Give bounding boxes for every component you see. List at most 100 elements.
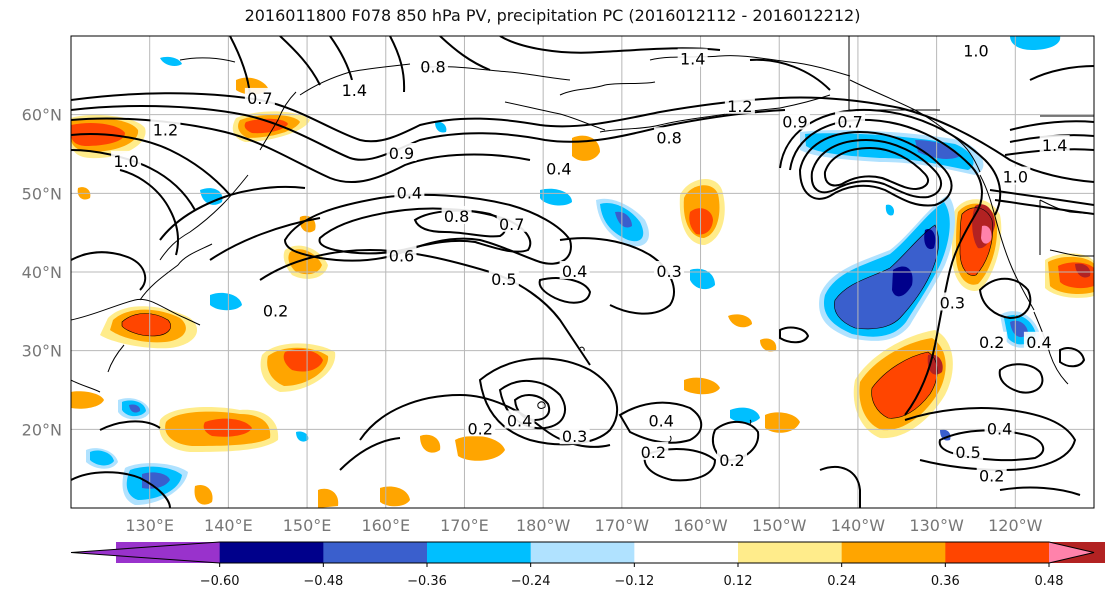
contour-label: 0.7 [499, 215, 524, 234]
colorbar-tick-label: 0.36 [931, 574, 960, 589]
longitude-tick-label: 160°W [673, 516, 728, 535]
contour-label: 1.4 [1042, 136, 1067, 155]
colorbar-segment [427, 542, 532, 563]
contour-label-bg [150, 119, 181, 138]
contour-label-bg [976, 331, 1007, 350]
latitude-tick-label: 40°N [22, 263, 62, 282]
contour-label: 0.2 [467, 419, 492, 438]
colorbar-tick-label: 0.12 [724, 574, 753, 589]
colorbar-segment [530, 542, 635, 563]
contour-label: 0.9 [389, 144, 414, 163]
contour-label-bg [488, 268, 519, 287]
contour-label: 0.4 [562, 262, 587, 281]
contour-label-bg [559, 426, 590, 445]
longitude-tick-label: 170°W [595, 516, 650, 535]
contour-label-bg [1000, 166, 1031, 185]
longitude-tick-label: 180°W [516, 516, 571, 535]
contour-label: 0.8 [420, 57, 445, 76]
contour-label: 0.9 [782, 113, 807, 132]
contour-label: 0.4 [987, 419, 1012, 438]
colorbar [70, 541, 1105, 564]
contour-label: 1.4 [342, 81, 367, 100]
positive-anomaly-patches [71, 77, 1094, 508]
colorbar-segment [634, 542, 739, 563]
colorbar-tick-label: −0.60 [200, 574, 240, 589]
colorbar-segment [323, 542, 428, 563]
precipitation-outlines [121, 207, 993, 419]
contour-label-bg [339, 80, 370, 99]
longitude-tick-label: 150°E [283, 516, 332, 535]
contour-label-bg [638, 441, 669, 460]
contour-label: 1.2 [153, 120, 178, 139]
contour-label-bg [441, 205, 472, 224]
contour-label-bg [111, 150, 142, 169]
latitude-tick-label: 60°N [22, 106, 62, 125]
contour-label-bg [654, 127, 685, 146]
contour-label: 0.4 [546, 160, 571, 179]
colorbar-segment [738, 542, 843, 563]
colorbar-segment [219, 542, 324, 563]
longitude-tick-label: 140°E [204, 516, 253, 535]
contour-label: 0.8 [444, 207, 469, 226]
map-plot-area[interactable]: 1.4 0.8 1.4 1.0 1.2 0.7 1.0 0.8 1.2 0.9 0.7 1.4 1.0 0… [71, 36, 1094, 508]
contour-label-bg [976, 465, 1007, 484]
contour-label: 0.8 [656, 128, 681, 147]
contour-label-bg [260, 300, 291, 319]
contour-label: 1.0 [1003, 168, 1028, 187]
contour-label-bg [717, 449, 748, 468]
colorbar-ticks: −0.60 −0.48 −0.36 −0.24 −0.12 0.12 0.24 0.36 0.4… [200, 563, 1064, 589]
contour-label: 0.4 [1026, 333, 1051, 352]
contour-label: 1.0 [113, 152, 138, 171]
colorbar-extend-high [1049, 542, 1094, 563]
contour-label: 0.4 [397, 183, 422, 202]
contour-label-bg [835, 111, 866, 130]
contour-label-bg [654, 261, 685, 279]
contour-labels: 1.4 0.8 1.4 1.0 1.2 0.7 1.0 0.8 1.2 0.9 0.7 1.4 1.0 0… [111, 40, 1070, 486]
contour-label: 0.2 [719, 451, 744, 470]
colorbar-tick-label: −0.24 [511, 574, 551, 589]
contour-label-bg [386, 143, 417, 161]
contour-label-bg [953, 441, 984, 460]
contour-label-bg [984, 418, 1015, 437]
contour-label-bg [937, 292, 968, 311]
contour-label-bg [543, 158, 574, 177]
contour-label-bg [394, 182, 425, 201]
longitude-labels: 130°E 140°E 150°E 160°E 170°E 180°W 170°W 160°W… [125, 516, 1042, 535]
map-title: 2016011800 F078 850 hPa PV, precipitatio… [244, 6, 861, 25]
contour-label-bg [779, 111, 810, 130]
coastlines [71, 36, 1094, 443]
contour-label-bg [960, 40, 991, 59]
contour-label: 0.3 [562, 427, 587, 446]
contour-label: 0.2 [263, 301, 288, 320]
contour-label: 0.5 [491, 270, 516, 289]
contour-label-bg [724, 95, 755, 114]
contour-label-bg [1023, 331, 1054, 350]
contour-label: 1.4 [680, 50, 705, 69]
colorbar-tick-label: 0.24 [827, 574, 856, 589]
colorbar-tick-label: 0.48 [1035, 574, 1064, 589]
longitude-tick-label: 130°W [909, 516, 964, 535]
contour-label-bg [496, 213, 527, 232]
contour-label: 0.6 [389, 246, 414, 265]
contour-label: 0.7 [247, 89, 272, 108]
longitude-tick-label: 130°E [125, 516, 174, 535]
contour-label: 0.2 [979, 467, 1004, 486]
colorbar-tick-label: −0.36 [407, 574, 447, 589]
latitude-tick-label: 30°N [22, 342, 62, 361]
colorbar-segment [945, 542, 1050, 563]
longitude-tick-label: 150°W [752, 516, 807, 535]
latitude-tick-label: 50°N [22, 184, 62, 203]
longitude-tick-label: 160°E [361, 516, 410, 535]
contour-label-bg [386, 245, 417, 264]
longitude-tick-label: 170°E [440, 516, 489, 535]
contour-label: 1.0 [963, 42, 988, 61]
contour-label: 0.3 [940, 293, 965, 312]
colorbar-tick-label: −0.12 [614, 574, 654, 589]
longitude-tick-label: 140°W [831, 516, 886, 535]
contour-label: 0.5 [955, 443, 980, 462]
colorbar-segment [841, 542, 946, 563]
contour-label-bg [646, 410, 677, 429]
contour-label: 0.4 [507, 411, 532, 430]
latitude-labels: 20°N 30°N 40°N 50°N 60°N [22, 106, 62, 440]
